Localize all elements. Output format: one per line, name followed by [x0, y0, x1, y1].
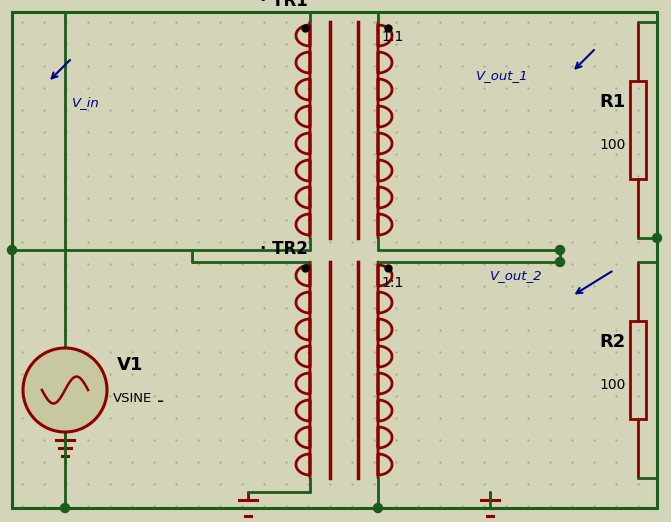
Text: R1: R1: [600, 93, 626, 111]
Text: · TR1: · TR1: [260, 0, 308, 10]
Polygon shape: [630, 81, 646, 179]
Text: 100: 100: [600, 378, 626, 392]
Text: 1:1: 1:1: [381, 30, 403, 44]
Text: R2: R2: [600, 333, 626, 351]
Text: V_out_1: V_out_1: [476, 69, 529, 82]
Text: V_out_2: V_out_2: [490, 269, 542, 282]
Circle shape: [60, 504, 70, 513]
Text: -: -: [157, 392, 164, 411]
Text: 1:1: 1:1: [381, 276, 403, 290]
Circle shape: [374, 504, 382, 513]
Text: VSINE: VSINE: [113, 392, 152, 405]
Text: · TR2: · TR2: [260, 240, 308, 258]
Circle shape: [652, 233, 662, 243]
Text: V_in: V_in: [72, 96, 100, 109]
Text: 100: 100: [600, 138, 626, 152]
Polygon shape: [630, 322, 646, 419]
Circle shape: [7, 245, 17, 255]
Circle shape: [23, 348, 107, 432]
Text: V1: V1: [117, 356, 144, 374]
Circle shape: [556, 257, 564, 267]
Circle shape: [556, 245, 564, 255]
